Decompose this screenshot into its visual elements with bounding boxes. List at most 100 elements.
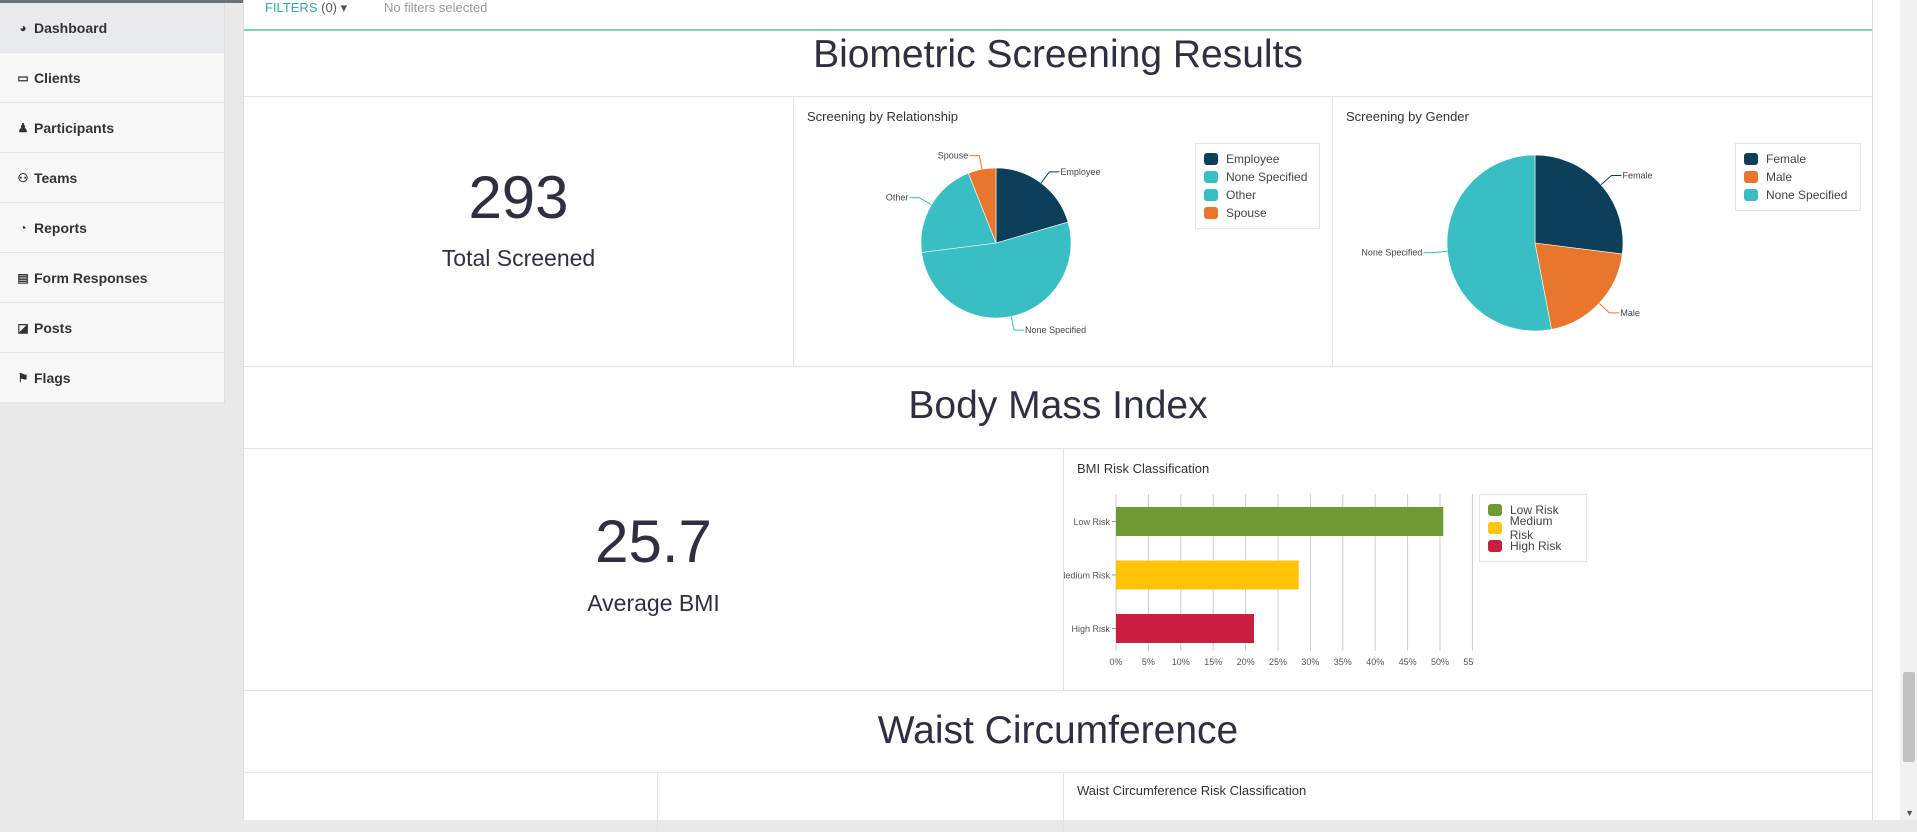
x-tick-label: 10%: [1172, 657, 1190, 667]
legend-item[interactable]: Other: [1204, 186, 1311, 204]
bar[interactable]: [1116, 507, 1444, 536]
x-tick-label: 5%: [1142, 657, 1155, 667]
x-tick-label: 20%: [1237, 657, 1255, 667]
legend-label: High Risk: [1510, 539, 1562, 553]
flag-icon: ⚑: [17, 370, 29, 385]
sidebar-item-label: Clients: [34, 69, 81, 86]
legend-label: Low Risk: [1510, 503, 1559, 517]
legend-label: Employee: [1226, 152, 1280, 166]
pie-slice[interactable]: [968, 167, 997, 244]
gender-chart-card: Screening by Gender Female Male None Speci…: [1333, 97, 1874, 366]
legend-item[interactable]: Low Risk: [1488, 501, 1578, 519]
legend-swatch: [1204, 171, 1218, 183]
sidebar-item-posts[interactable]: ◪ Posts: [0, 303, 224, 353]
filters-toggle[interactable]: FILTERS (0) ▾: [265, 0, 347, 16]
legend-swatch: [1204, 189, 1218, 201]
main-content: FILTERS (0) ▾ No filters selected Biomet…: [243, 0, 1873, 832]
leader-line: [1010, 316, 1025, 331]
sidebar-item-reports[interactable]: ◔ Reports: [0, 203, 224, 253]
x-tick-label: 55%: [1463, 657, 1474, 667]
legend-item[interactable]: Female: [1744, 150, 1852, 168]
sidebar-item-label: Flags: [34, 369, 71, 386]
sidebar-item-label: Teams: [34, 169, 78, 186]
x-tick-label: 45%: [1399, 657, 1417, 667]
biometric-row: 293 Total Screened Screening by Relation…: [244, 96, 1872, 367]
x-tick-label: 15%: [1204, 657, 1222, 667]
waist-card-2: [658, 773, 1064, 832]
legend-item[interactable]: None Specified: [1204, 168, 1311, 186]
bmi-legend: Low Risk Medium Risk High Risk: [1479, 494, 1587, 562]
waist-card-1: [244, 773, 658, 832]
average-bmi-card: 25.7 Average BMI: [244, 449, 1064, 690]
pie-slice[interactable]: [1534, 242, 1623, 330]
sidebar-item-label: Posts: [34, 319, 73, 336]
sidebar-item-dashboard[interactable]: ◕ Dashboard: [0, 3, 224, 53]
legend-swatch: [1204, 207, 1218, 219]
legend-item[interactable]: High Risk: [1488, 537, 1578, 555]
x-tick-label: 25%: [1269, 657, 1287, 667]
bmi-row: 25.7 Average BMI BMI Risk Classification…: [244, 448, 1872, 691]
average-bmi-label: Average BMI: [587, 590, 720, 616]
y-tick-label: Medium Risk: [1064, 571, 1110, 581]
sidebar-item-label: Reports: [34, 219, 87, 236]
edit-icon: ◪: [17, 320, 29, 335]
x-tick-label: 35%: [1334, 657, 1352, 667]
pie-slice[interactable]: [1534, 154, 1624, 255]
pie-slice[interactable]: [921, 221, 1072, 319]
dashboard-icon: ◕: [19, 20, 27, 35]
filters-bar: FILTERS (0) ▾ No filters selected: [244, 0, 1872, 31]
scrollbar-thumb[interactable]: [1903, 672, 1915, 762]
bar[interactable]: [1116, 560, 1299, 590]
legend-item[interactable]: Medium Risk: [1488, 514, 1578, 542]
filters-status: No filters selected: [384, 0, 488, 15]
section-title-biometric: Biometric Screening Results: [813, 33, 1303, 76]
legend-label: None Specified: [1766, 188, 1848, 202]
bmi-chart-card: BMI Risk Classification 0% 5% 10% 15% 20% 25%…: [1064, 449, 1874, 690]
pie-label: None Specified: [1025, 325, 1086, 335]
legend-swatch: [1744, 189, 1758, 201]
sidebar-item-label: Participants: [34, 119, 115, 136]
section-title-bmi: Body Mass Index: [908, 384, 1208, 427]
legend-item[interactable]: None Specified: [1744, 186, 1852, 204]
scroll-down-arrow-icon[interactable]: ▼: [1905, 808, 1914, 818]
legend-label: Spouse: [1226, 206, 1267, 220]
waist-chart-card: Waist Circumference Risk Classification: [1064, 773, 1874, 832]
bar[interactable]: [1116, 614, 1255, 643]
scrollbar-track[interactable]: [1900, 0, 1917, 820]
legend-item[interactable]: Employee: [1204, 150, 1311, 168]
relationship-legend: Employee None Specified Other Spouse: [1195, 143, 1320, 229]
pie-label: Other: [886, 193, 909, 203]
sidebar-item-teams[interactable]: ⚇ Teams: [0, 153, 224, 203]
sidebar-item-clients[interactable]: ▭ Clients: [0, 53, 224, 103]
leader-line: [1598, 302, 1620, 314]
filters-count: (0): [321, 0, 338, 15]
legend-swatch: [1744, 153, 1758, 165]
legend-item[interactable]: Male: [1744, 168, 1852, 186]
sidebar-item-form-responses[interactable]: ▤ Form Responses: [0, 253, 224, 303]
sidebar-item-participants[interactable]: ♟ Participants: [0, 103, 224, 153]
gender-pie-chart: Female Male None Specified: [1361, 154, 1653, 332]
leader-line: [1600, 175, 1622, 186]
sidebar-item-flags[interactable]: ⚑ Flags: [0, 353, 224, 403]
leader-line: [1423, 250, 1448, 254]
monitor-icon: ▭: [17, 70, 29, 85]
users-icon: ⚇: [17, 170, 29, 185]
caret-down-icon: ▾: [340, 0, 348, 15]
leader-line: [969, 155, 983, 170]
user-icon: ♟: [17, 120, 29, 135]
sidebar: ◕ Dashboard ▭ Clients ♟ Participants ⚇ Teams ◔ Re…: [0, 0, 225, 820]
pie-label: None Specified: [1361, 248, 1422, 258]
chart-title: BMI Risk Classification: [1077, 461, 1210, 476]
bmi-bar-chart: 0% 5% 10% 15% 20% 25% 30% 35% 40% 45% 50% 55% Low Ri…: [1064, 494, 1474, 667]
pie-slice[interactable]: [995, 167, 1069, 244]
relationship-chart-card: Screening by Relationship Employee None S…: [794, 97, 1333, 366]
chart-title: Screening by Gender: [1346, 109, 1469, 124]
total-screened-value: 293: [468, 164, 569, 231]
legend-label: Female: [1766, 152, 1807, 166]
page-scrollbar[interactable]: ▼: [1873, 0, 1917, 820]
legend-item[interactable]: Spouse: [1204, 204, 1311, 222]
legend-swatch: [1488, 540, 1502, 552]
average-bmi-value: 25.7: [595, 508, 712, 575]
total-screened-label: Total Screened: [441, 245, 596, 271]
legend-label: None Specified: [1226, 170, 1308, 184]
